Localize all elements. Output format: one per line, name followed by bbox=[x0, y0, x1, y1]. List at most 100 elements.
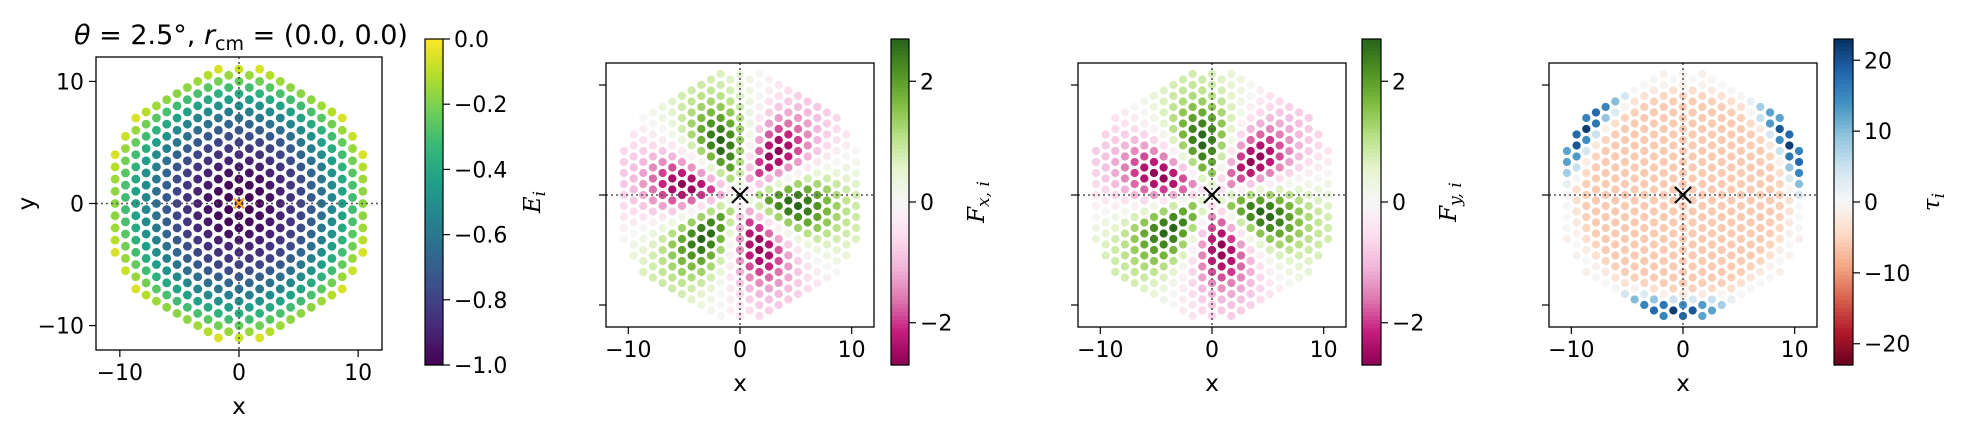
colorbar-segment bbox=[425, 67, 443, 73]
scatter-point bbox=[687, 229, 696, 238]
scatter-point bbox=[296, 284, 306, 294]
scatter-point bbox=[1178, 152, 1188, 161]
scatter-point bbox=[1149, 157, 1159, 167]
scatter-point bbox=[1727, 174, 1736, 183]
scatter-point bbox=[1275, 152, 1284, 161]
scatter-point bbox=[745, 229, 754, 238]
scatter-point bbox=[1620, 91, 1630, 101]
colorbar-segment bbox=[891, 161, 909, 166]
scatter-point bbox=[648, 174, 658, 183]
scatter-point bbox=[1159, 185, 1168, 194]
colorbar-segment bbox=[425, 226, 443, 232]
scatter-point bbox=[255, 211, 265, 221]
scatter-point bbox=[141, 107, 151, 117]
scatter-point bbox=[822, 273, 832, 282]
scatter-point bbox=[1265, 135, 1275, 145]
colorbar-segment bbox=[891, 344, 909, 350]
scatter-point bbox=[1649, 174, 1659, 183]
scatter-point bbox=[755, 267, 764, 277]
scatter-point bbox=[793, 267, 803, 277]
colorbar-segment bbox=[425, 51, 443, 56]
scatter-point bbox=[296, 89, 306, 99]
scatter-point bbox=[1582, 113, 1591, 123]
scatter-point bbox=[697, 223, 706, 233]
scatter-point bbox=[317, 247, 326, 257]
scatter-point bbox=[337, 186, 347, 196]
colorbar: 0.0−0.2−0.4−0.6−0.8−1.0Ei bbox=[424, 28, 550, 379]
colorbar-segment bbox=[425, 157, 443, 162]
scatter-point bbox=[296, 113, 306, 123]
scatter-point bbox=[774, 234, 783, 244]
scatter-point bbox=[172, 113, 182, 123]
scatter-point bbox=[1688, 229, 1697, 238]
scatter-point bbox=[1678, 146, 1688, 156]
scatter-point bbox=[1591, 185, 1601, 194]
scatter-point bbox=[1659, 267, 1668, 277]
scatter-point bbox=[193, 89, 203, 99]
colorbar-segment bbox=[425, 161, 443, 166]
colorbar-segment bbox=[425, 59, 443, 65]
colorbar-segment bbox=[425, 210, 443, 215]
colorbar-tick-label: −10 bbox=[1864, 262, 1910, 287]
scatter-point bbox=[1765, 152, 1775, 161]
scatter-point bbox=[1169, 91, 1178, 101]
scatter-point bbox=[1101, 141, 1110, 150]
scatter-point bbox=[813, 212, 822, 222]
scatter-point bbox=[213, 150, 223, 160]
scatter-point bbox=[224, 119, 234, 129]
scatter-point bbox=[1688, 218, 1697, 227]
scatter-point bbox=[1314, 185, 1323, 194]
scatter-point bbox=[203, 107, 213, 117]
scatter-point bbox=[203, 83, 213, 92]
scatter-point bbox=[716, 168, 725, 178]
scatter-point bbox=[1756, 146, 1765, 156]
colorbar-segment bbox=[425, 360, 443, 366]
scatter-point bbox=[255, 199, 265, 208]
scatter-point bbox=[1294, 152, 1304, 161]
scatter-point bbox=[234, 64, 244, 74]
scatter-point bbox=[162, 131, 172, 141]
scatter-point bbox=[1285, 212, 1294, 222]
scatter-point bbox=[1159, 152, 1168, 161]
colorbar-segment bbox=[1834, 222, 1853, 228]
scatter-point bbox=[639, 146, 648, 156]
scatter-point bbox=[1294, 262, 1304, 271]
colorbar-segment bbox=[1834, 165, 1853, 170]
scatter-point bbox=[639, 190, 648, 200]
scatter-point bbox=[774, 278, 783, 288]
scatter-point bbox=[648, 196, 658, 205]
colorbar-segment bbox=[891, 202, 909, 207]
colorbar-segment bbox=[1834, 189, 1853, 195]
scatter-point bbox=[131, 260, 141, 269]
scatter-point bbox=[203, 168, 213, 178]
scatter-point bbox=[1294, 163, 1304, 172]
scatter-point bbox=[131, 186, 141, 196]
scatter-point bbox=[275, 150, 285, 160]
scatter-point bbox=[348, 217, 357, 227]
scatter-point bbox=[1746, 229, 1755, 238]
scatter-point bbox=[275, 186, 285, 196]
scatter-point bbox=[1198, 284, 1207, 293]
scatter-point bbox=[668, 97, 677, 106]
y-tick-label: 10 bbox=[56, 70, 84, 95]
scatter-point bbox=[1323, 223, 1333, 233]
colorbar-segment bbox=[1362, 157, 1381, 162]
scatter-point bbox=[1640, 80, 1649, 90]
scatter-point bbox=[1294, 130, 1304, 139]
scatter-point bbox=[1659, 201, 1668, 211]
scatter-point bbox=[1707, 185, 1717, 194]
scatter-point bbox=[275, 235, 285, 245]
scatter-point bbox=[1736, 278, 1746, 288]
scatter-point bbox=[687, 86, 696, 95]
scatter-point bbox=[296, 296, 306, 306]
scatter-point bbox=[1159, 207, 1168, 216]
scatter-point bbox=[265, 156, 275, 166]
scatter-point bbox=[764, 284, 774, 293]
scatter-point bbox=[745, 273, 754, 282]
scatter-point bbox=[213, 211, 223, 221]
colorbar-segment bbox=[425, 352, 443, 358]
colorbar-segment bbox=[1362, 283, 1381, 289]
scatter-point bbox=[193, 272, 203, 282]
scatter-point bbox=[1275, 218, 1284, 227]
scatter-point bbox=[152, 272, 161, 282]
